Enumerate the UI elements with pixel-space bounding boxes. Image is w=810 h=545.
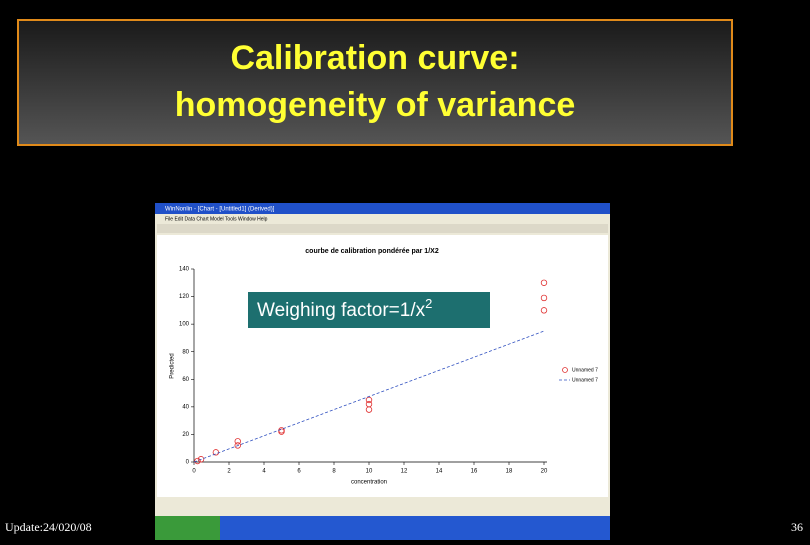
menu-bar: File Edit Data Chart Model Tools Window … [165, 216, 268, 222]
annotation: Weighing factor=1/x2 [257, 296, 432, 321]
y-tick-label: 40 [182, 404, 189, 410]
point [540, 279, 548, 286]
footer: Update:24/020/08 [5, 520, 92, 534]
x-tick-label: 18 [506, 469, 513, 475]
window-titlebar [155, 203, 610, 214]
legend-label: Unnamed 7 [572, 367, 598, 373]
x-tick-label: 2 [227, 469, 231, 475]
x-tick-label: 12 [401, 469, 408, 475]
point [197, 456, 205, 463]
chart-area [157, 235, 608, 497]
x-tick-label: 10 [366, 469, 373, 475]
slide-title: Calibration curve: [230, 39, 519, 77]
start-button [155, 516, 220, 540]
page-number: 36 [791, 520, 803, 534]
x-tick-label: 6 [297, 469, 301, 475]
y-tick-label: 140 [179, 267, 190, 273]
x-tick-label: 4 [262, 469, 266, 475]
x-tick-label: 16 [471, 469, 478, 475]
y-tick-label: 100 [179, 322, 190, 328]
point [365, 396, 373, 404]
point [540, 307, 548, 314]
x-tick-label: 14 [436, 469, 443, 475]
y-axis-label: Predicted [170, 353, 176, 378]
y-tick-label: 80 [182, 349, 189, 355]
x-tick-label: 8 [332, 469, 336, 475]
y-tick-label: 60 [182, 377, 189, 383]
y-tick-label: 20 [182, 432, 189, 438]
point [234, 438, 241, 445]
y-tick-label: 0 [186, 460, 190, 466]
point [234, 442, 241, 449]
plot: courbe de calibration pondérée par 1/X2 0… [170, 248, 598, 486]
legend-marker [562, 367, 568, 373]
y-tick-label: 120 [179, 294, 190, 300]
annotation-box [248, 292, 490, 328]
annotation-text: Weighing factor=1/x [257, 300, 426, 321]
point [194, 457, 201, 465]
window-title: WinNonlin - [Chart - [Untitled1] (Derive… [165, 207, 275, 213]
chart-title: courbe de calibration pondérée par 1/X2 [305, 248, 439, 255]
taskbar [155, 516, 610, 540]
fit-line [193, 330, 545, 463]
legend-label: Unnamed 7 [572, 377, 598, 383]
title-box [17, 19, 733, 146]
point [365, 406, 373, 413]
x-axis-label: concentration [351, 480, 387, 486]
slide-title: homogeneity of variance [175, 86, 576, 124]
annotation-superscript: 2 [425, 296, 432, 311]
x-tick-label: 20 [541, 469, 548, 475]
point [540, 294, 548, 302]
toolbar [157, 224, 608, 233]
x-tick-label: 0 [192, 469, 196, 475]
